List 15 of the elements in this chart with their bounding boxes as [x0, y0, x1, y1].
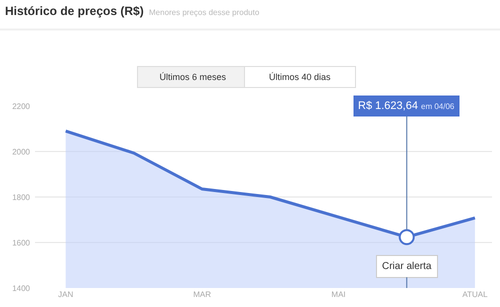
y-tick-label: 1800	[12, 192, 31, 202]
x-tick-label: JAN	[58, 290, 74, 299]
y-tick-label: 1600	[12, 238, 31, 248]
annotation: Criar alerta	[382, 261, 432, 272]
x-tick-label: MAR	[193, 290, 212, 299]
text: Últimos 6 meses	[159, 72, 227, 82]
chart-subtitle: Menores preços desse produto	[149, 8, 260, 17]
text: Últimos 40 dias	[268, 72, 332, 82]
x-tick-label: MAI	[331, 290, 346, 299]
y-tick-label: 1400	[12, 284, 31, 293]
chart-title: Histórico de preços (R$)	[5, 4, 144, 18]
y-tick-label: 2000	[12, 147, 31, 156]
y-tick-label: 2200	[12, 102, 31, 111]
x-tick-label: ATUAL	[462, 290, 488, 299]
annotation: R$ 1.623,64 em 04/06	[358, 100, 455, 112]
